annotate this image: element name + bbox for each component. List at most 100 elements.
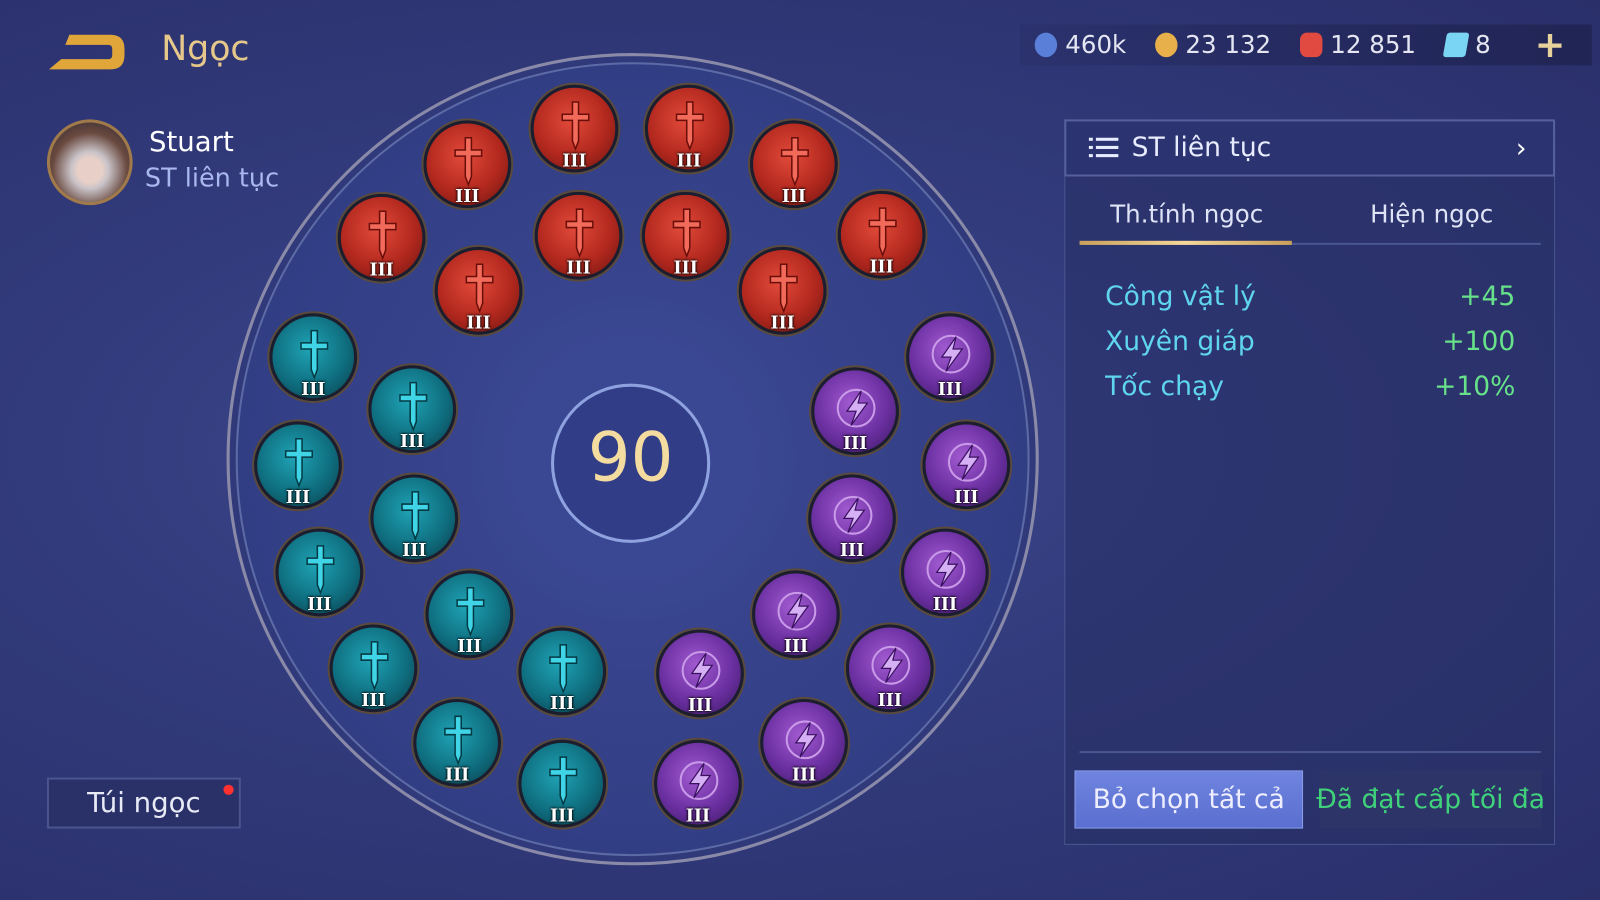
purple-gem-slot[interactable]: III (922, 421, 1011, 510)
teal-gem-slot[interactable]: III (370, 474, 459, 563)
gem-level: III (869, 257, 894, 278)
stat-row: Công vật lý +45 (1105, 282, 1515, 313)
red-gem-icon (1299, 32, 1323, 58)
gem-level: III (400, 431, 425, 453)
red-gem-slot[interactable]: III (530, 84, 619, 173)
currency-value: 460k (1065, 30, 1127, 60)
sword-icon (360, 641, 389, 691)
sword-icon (769, 263, 798, 314)
purple-gem-slot[interactable]: III (811, 367, 899, 456)
stat-value: +100 (1442, 326, 1516, 358)
hero-preset: ST liên tục (144, 163, 280, 193)
gem-level: III (307, 594, 332, 616)
notification-dot (223, 784, 234, 795)
stat-value: +10% (1434, 371, 1516, 403)
gem-level: III (562, 151, 587, 172)
back-arrow-icon[interactable] (47, 31, 129, 74)
stat-value: +45 (1459, 281, 1516, 313)
purple-gem-slot[interactable]: III (656, 629, 744, 718)
lightning-icon (833, 495, 873, 535)
sword-icon (549, 756, 578, 807)
red-gem-slot[interactable]: III (534, 191, 623, 280)
teal-gem-slot[interactable]: III (425, 570, 514, 659)
purple-gem-slot[interactable]: III (654, 739, 742, 828)
gem-level: III (781, 186, 807, 208)
hero-avatar[interactable] (46, 119, 133, 206)
lightning-icon (931, 334, 971, 374)
teal-gem-slot[interactable]: III (275, 528, 364, 617)
red-gem-slot[interactable]: III (434, 246, 523, 335)
gem-level: III (361, 690, 386, 712)
red-gem-slot[interactable]: III (423, 120, 512, 209)
lightning-icon (785, 720, 825, 760)
teal-gem-slot[interactable]: III (269, 313, 358, 402)
purple-gem-slot[interactable]: III (752, 570, 840, 659)
purple-gem-slot[interactable]: III (901, 528, 989, 617)
sword-icon (561, 101, 590, 152)
teal-gem-slot[interactable]: III (518, 627, 607, 716)
level-core (551, 383, 711, 543)
divider (1079, 751, 1541, 754)
sword-icon (565, 208, 594, 259)
teal-gem-slot[interactable]: III (368, 365, 457, 454)
currency-card: 8 (1442, 30, 1491, 60)
red-gem-slot[interactable]: III (644, 84, 733, 173)
preset-label: ST liên tục (1131, 132, 1272, 164)
tab-gem-stats[interactable]: Th.tính ngọc (1110, 199, 1264, 229)
gem-level: III (932, 594, 958, 616)
sword-icon (675, 101, 704, 152)
gem-level: III (402, 540, 427, 562)
gem-bag-button[interactable]: Túi ngọc (46, 777, 241, 829)
lightning-icon (926, 549, 966, 589)
currency-value: 12 851 (1330, 30, 1416, 60)
sword-icon (300, 329, 329, 380)
sword-icon (780, 136, 809, 187)
lightning-icon (836, 388, 876, 428)
sword-icon (868, 207, 897, 258)
teal-gem-slot[interactable]: III (329, 624, 418, 713)
gem-level: III (466, 313, 491, 334)
purple-gem-slot[interactable]: III (808, 474, 896, 563)
stat-name: Tốc chạy (1105, 371, 1224, 403)
teal-gem-slot[interactable]: III (413, 698, 502, 787)
gem-level: III (877, 690, 902, 712)
purple-gem-slot[interactable]: III (906, 313, 994, 402)
red-gem-slot[interactable]: III (738, 246, 827, 335)
currency-value: 8 (1475, 30, 1491, 60)
gem-level: III (770, 313, 795, 334)
purple-gem-slot[interactable]: III (760, 698, 848, 787)
gem-level: III (673, 258, 698, 279)
gem-level: III (566, 258, 591, 279)
gem-level: III (842, 433, 868, 455)
red-gem-slot[interactable]: III (641, 191, 730, 280)
lightning-icon (947, 442, 987, 482)
sword-icon (368, 210, 397, 261)
hero-name: Stuart (148, 126, 234, 159)
red-gem-slot[interactable]: III (749, 120, 838, 209)
gem-level: III (791, 765, 817, 786)
gem-level: III (839, 540, 865, 562)
gem-level: III (687, 695, 713, 717)
red-gem-slot[interactable]: III (837, 190, 926, 279)
currency-value: 23 132 (1185, 30, 1272, 60)
lightning-icon (681, 651, 721, 690)
chevron-right-icon: › (1515, 133, 1527, 165)
gem-level: III (937, 379, 963, 400)
plus-icon[interactable]: + (1534, 24, 1566, 67)
teal-gem-slot[interactable]: III (518, 739, 607, 828)
purple-gem-slot[interactable]: III (845, 624, 934, 713)
lightning-icon (871, 645, 911, 685)
sword-icon (672, 208, 701, 259)
preset-selector[interactable]: ST liên tục › (1064, 119, 1556, 177)
gem-level: III (285, 487, 311, 509)
red-gem-slot[interactable]: III (337, 193, 426, 282)
tab-show-gems[interactable]: Hiện ngọc (1370, 199, 1494, 229)
gem-level: III (783, 636, 809, 658)
stat-row: Tốc chạy +10% (1105, 371, 1515, 402)
teal-gem-slot[interactable]: III (254, 421, 342, 510)
deselect-all-button[interactable]: Bỏ chọn tất cả (1074, 770, 1304, 829)
stat-row: Xuyên giáp +100 (1105, 327, 1515, 358)
sword-icon (456, 586, 485, 637)
active-tab-indicator (1079, 240, 1292, 245)
